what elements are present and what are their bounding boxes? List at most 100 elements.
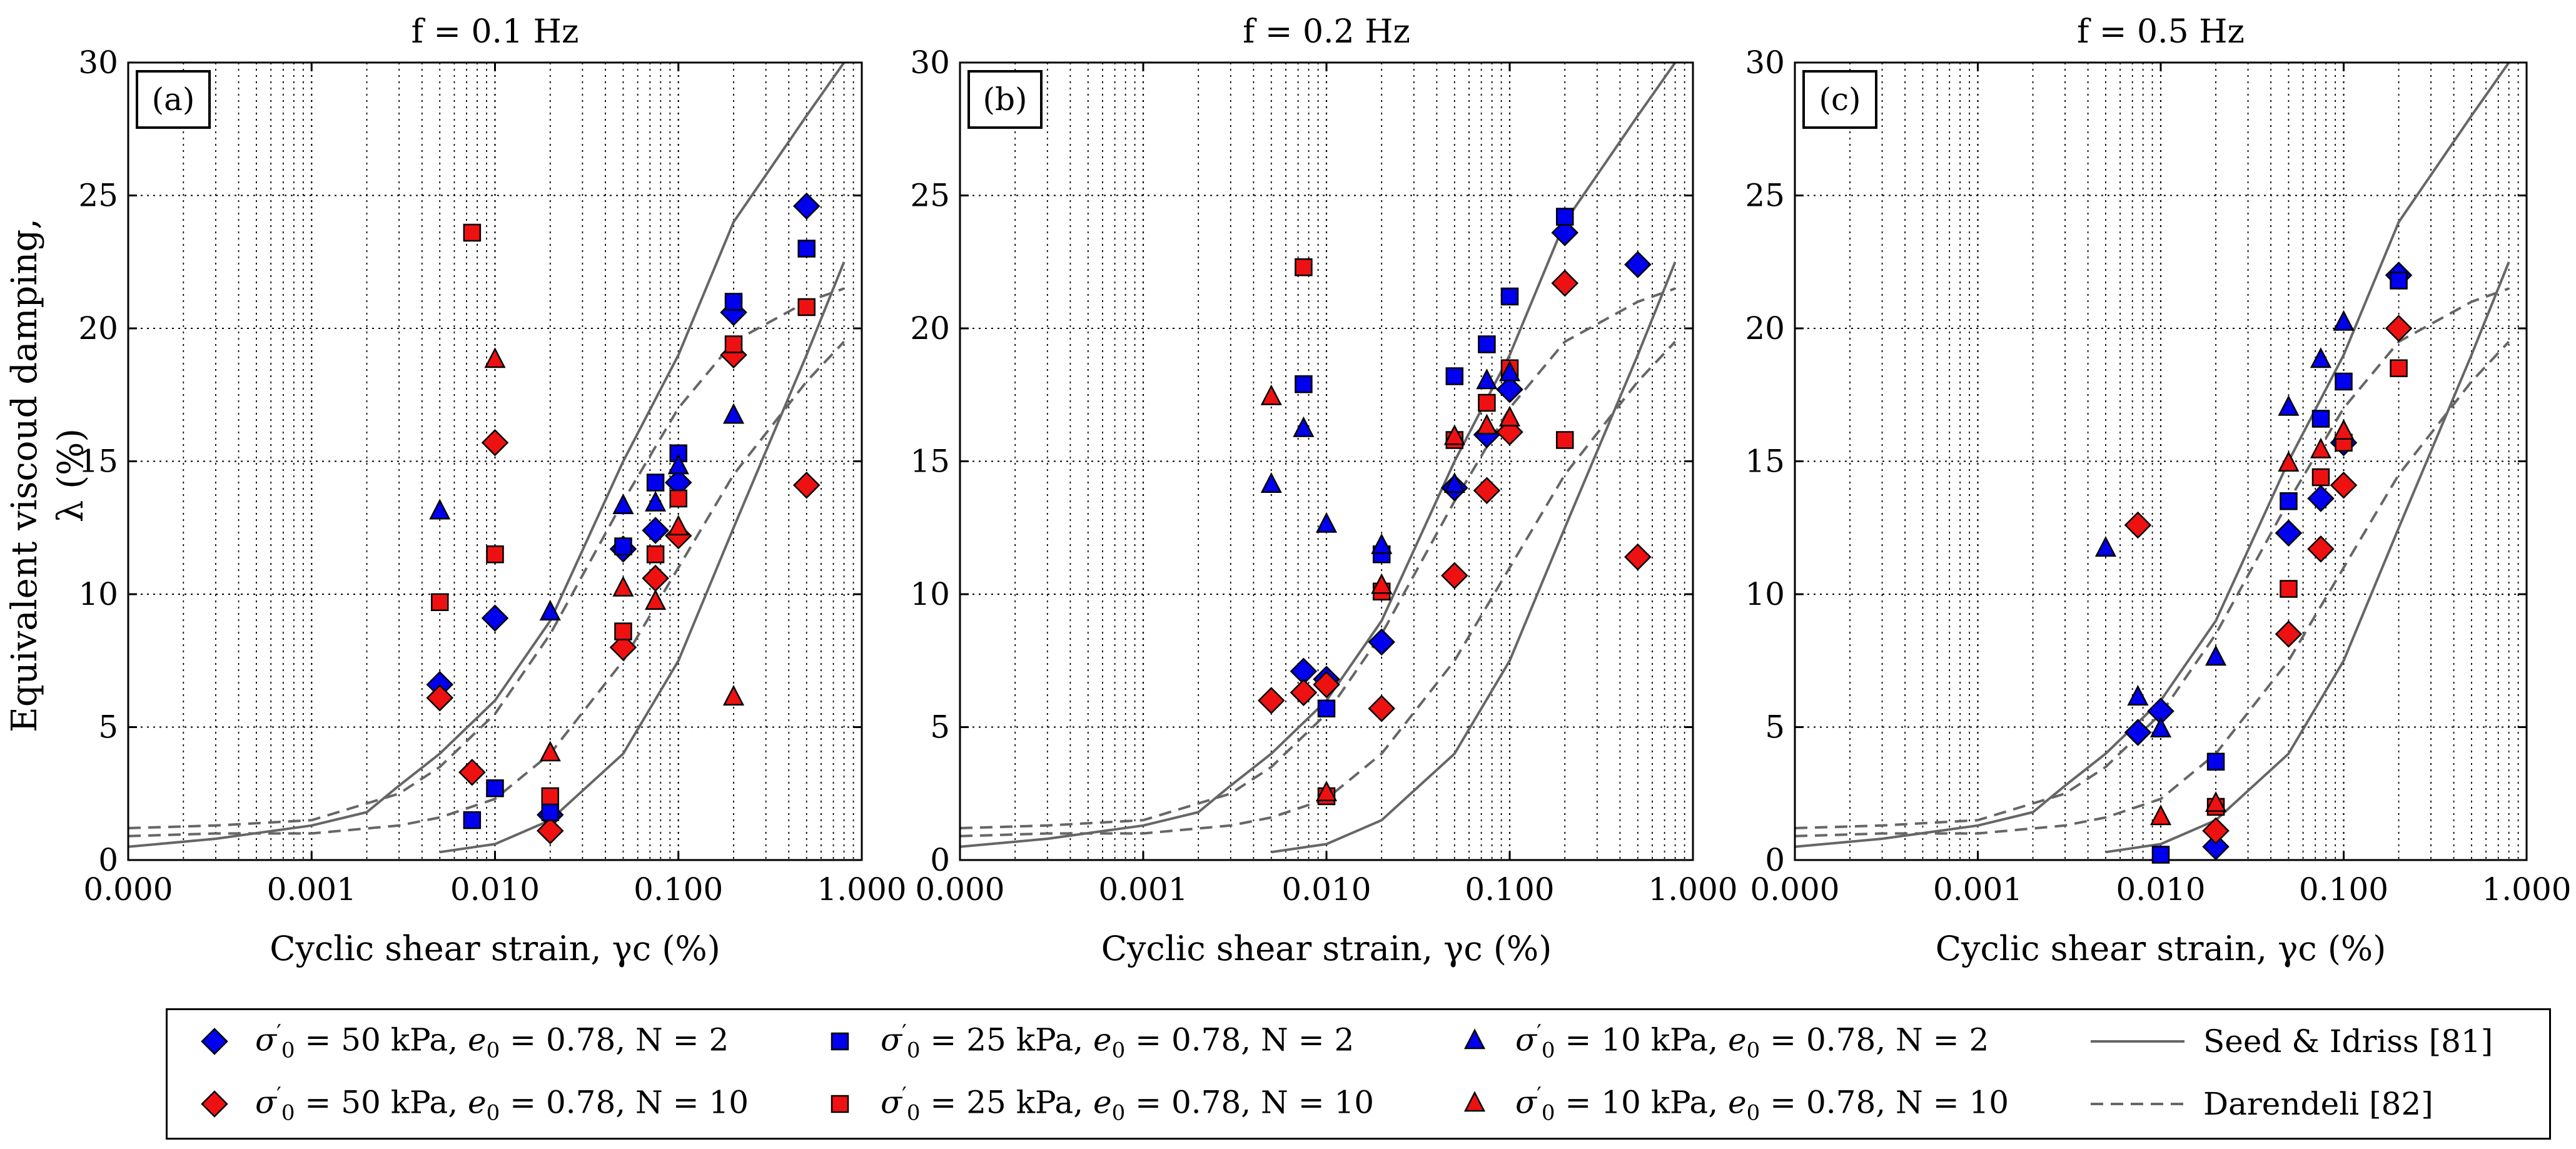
data-point: [2311, 410, 2330, 428]
y-tick-label: 5: [930, 709, 950, 746]
data-point: [609, 634, 637, 661]
data-point: [539, 741, 561, 762]
data-point: [2278, 395, 2300, 416]
y-tick-label: 0: [930, 842, 950, 878]
x-tick-label: 0.001: [1098, 871, 1188, 908]
data-point: [1441, 562, 1468, 590]
data-point: [2278, 451, 2300, 472]
panel-label-box: [1802, 70, 1877, 129]
darendeli-curve: [960, 340, 1677, 838]
data-point: [1555, 431, 1574, 449]
legend-label: σ′0 = 50 kPa, e0 = 0.78, N = 2: [255, 1020, 729, 1063]
y-tick-label: 10: [1745, 576, 1785, 612]
data-point: [2330, 471, 2358, 499]
data-point: [1500, 287, 1519, 306]
data-point: [2205, 791, 2227, 812]
data-point: [463, 223, 482, 242]
data-point: [724, 293, 743, 311]
data-point: [2202, 833, 2230, 861]
seed-idriss-curve: [960, 63, 1677, 848]
data-point: [667, 515, 689, 535]
data-point: [646, 545, 665, 564]
y-tick-label: 20: [1745, 310, 1785, 347]
y-tick-label: 25: [910, 178, 950, 214]
data-point: [2149, 804, 2172, 826]
data-point: [2275, 620, 2303, 648]
data-point: [1315, 512, 1338, 533]
data-point: [612, 494, 634, 514]
data-point: [1290, 679, 1318, 707]
data-point: [1496, 375, 1523, 403]
data-point: [792, 192, 821, 220]
data-point: [2206, 752, 2225, 771]
data-point: [724, 335, 743, 353]
seed-idriss-curve: [2105, 261, 2510, 854]
darendeli-curve: [128, 340, 846, 838]
data-point: [1258, 687, 1285, 714]
data-point: [1498, 360, 1521, 382]
series-s10_n10: [1260, 384, 1521, 801]
legend-entry-s10_n2: σ′0 = 10 kPa, e0 = 0.78, N = 2: [1453, 1016, 1989, 1066]
data-point: [2385, 315, 2413, 342]
data-point: [1371, 533, 1393, 554]
x-axis-label: Cyclic shear strain, γc (%): [270, 929, 720, 968]
y-tick-label: 30: [78, 44, 118, 81]
series-s25_n2: [1295, 208, 1574, 717]
data-point: [612, 575, 634, 597]
data-point: [722, 685, 745, 706]
data-point: [1478, 335, 1496, 353]
series-s10_n2: [2094, 310, 2355, 737]
series-s25_n2: [463, 240, 816, 829]
data-point: [2333, 310, 2355, 331]
legend-label: Seed & Idriss [81]: [2203, 1023, 2493, 1060]
legend-marker-square: [831, 1032, 849, 1051]
data-point: [1313, 671, 1340, 699]
legend: σ′0 = 50 kPa, e0 = 0.78, N = 2 σ′0 = 50 k…: [166, 1008, 2551, 1140]
x-tick-label: 0.010: [450, 871, 540, 908]
y-tick-label: 30: [910, 44, 950, 81]
data-point: [2124, 511, 2152, 539]
data-point: [2335, 372, 2353, 391]
y-tick-label: 0: [98, 842, 118, 878]
y-tick-label: 15: [910, 443, 950, 480]
data-point: [614, 537, 632, 555]
series-s25_n10: [430, 223, 816, 806]
legend-marker-square: [831, 1095, 849, 1113]
y-tick-label: 15: [78, 443, 118, 480]
darendeli-curve: [128, 287, 845, 829]
data-point: [2311, 468, 2330, 487]
x-tick-label: 0.001: [267, 871, 356, 908]
series-s25_n10: [2206, 359, 2408, 816]
data-point: [426, 684, 453, 712]
data-point: [1555, 208, 1574, 226]
legend-entry-seed: Seed & Idriss [81]: [2091, 1016, 2493, 1066]
data-point: [2124, 719, 2152, 746]
y-tick-label: 25: [78, 178, 118, 214]
panel-label: (c): [1819, 81, 1861, 118]
panel-title: f = 0.5 Hz: [2077, 13, 2245, 51]
y-tick-label: 10: [78, 576, 118, 612]
series-s50_n10: [1258, 269, 1652, 722]
data-point: [541, 787, 560, 806]
legend-entry-s25_n2: σ′0 = 25 kPa, e0 = 0.78, N = 2: [818, 1016, 1354, 1066]
data-point: [539, 600, 561, 620]
data-point: [2094, 536, 2117, 557]
panel-3: 0.000 0.001 0.010 0.100 1.000 0 5 10 15 20 25 30 f =…: [1745, 13, 2571, 968]
legend-entry-s50_n10: σ′0 = 50 kPa, e0 = 0.78, N = 10: [193, 1079, 749, 1129]
x-tick-label: 0.001: [1933, 871, 2023, 908]
data-point: [669, 489, 687, 508]
data-point: [2310, 437, 2332, 458]
x-axis-label: Cyclic shear strain, γc (%): [1936, 929, 2387, 968]
darendeli-curve: [1795, 287, 2510, 829]
seed-idriss-curve: [1795, 63, 2510, 848]
y-axis-label-line2: λ (%): [51, 428, 91, 522]
panel-label: (a): [152, 81, 195, 118]
darendeli-curve: [1795, 340, 2510, 838]
data-point: [1371, 573, 1393, 594]
panel-label-box: [136, 70, 211, 129]
data-point: [797, 240, 816, 258]
data-point: [486, 779, 504, 797]
data-point: [1260, 384, 1282, 405]
data-point: [2307, 535, 2335, 563]
